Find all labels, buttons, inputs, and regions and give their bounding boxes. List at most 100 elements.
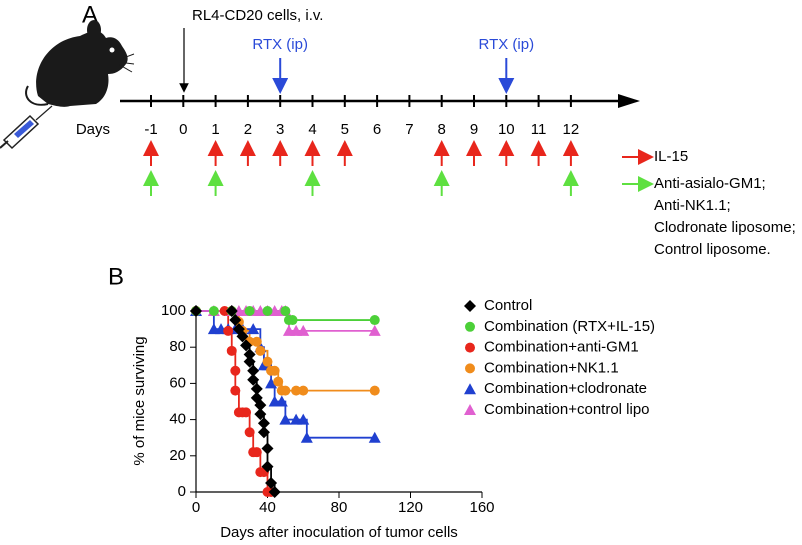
legend-label: Combination+clodronate — [484, 380, 647, 397]
survival-point — [273, 376, 284, 387]
survival-point — [225, 305, 238, 317]
legend-marker — [464, 300, 476, 312]
y-axis-label: % of mice surviving — [131, 336, 148, 465]
x-tick-label: 120 — [398, 499, 423, 516]
y-tick-label: 80 — [169, 338, 186, 355]
survival-point — [268, 486, 281, 498]
legend-label: Control — [484, 297, 532, 314]
survival-point — [244, 427, 255, 438]
survival-point — [190, 305, 202, 317]
survival-point — [243, 355, 256, 368]
survival-point — [251, 336, 262, 347]
survival-point — [257, 417, 270, 430]
survival-point — [262, 306, 273, 316]
survival-point — [243, 348, 256, 361]
day-label: 9 — [470, 121, 478, 138]
day-label: 7 — [405, 121, 413, 138]
survival-point — [297, 324, 310, 336]
survival-point — [254, 399, 267, 412]
legend-marker — [464, 383, 476, 395]
survival-point — [223, 325, 234, 336]
x-tick-label: 40 — [259, 499, 276, 516]
survival-point — [236, 330, 249, 343]
legend-marker — [464, 404, 476, 415]
day-label: 10 — [498, 121, 515, 138]
survival-point — [230, 365, 241, 376]
day-label: 12 — [563, 121, 580, 138]
survival-point — [261, 442, 274, 455]
legend-marker — [465, 321, 475, 332]
survival-point — [265, 377, 278, 389]
survival-point — [247, 373, 260, 386]
survival-point — [269, 365, 280, 376]
day-label: 4 — [308, 121, 316, 138]
y-tick-label: 20 — [169, 447, 186, 464]
survival-point — [368, 324, 381, 336]
depletion-label: Control liposome. — [654, 241, 771, 258]
survival-point — [254, 408, 267, 421]
survival-point — [226, 345, 237, 356]
y-tick-label: 0 — [178, 483, 186, 500]
depletion-label: Anti-asialo-GM1; — [654, 175, 766, 192]
survival-point — [255, 345, 266, 356]
day-label: 5 — [341, 121, 349, 138]
survival-point — [368, 431, 381, 443]
legend-label: Combination (RTX+IL-15) — [484, 318, 655, 335]
panel-label: B — [108, 263, 124, 290]
survival-point — [247, 364, 260, 377]
survival-point — [287, 315, 298, 326]
survival-point — [257, 426, 270, 439]
legend-label: Combination+anti-GM1 — [484, 339, 639, 356]
survival-point — [250, 382, 263, 395]
depletion-label: Anti-NK1.1; — [654, 197, 731, 214]
survival-point — [241, 407, 252, 418]
y-tick-label: 60 — [169, 374, 186, 391]
survival-point — [298, 385, 309, 396]
mouse-icon — [25, 20, 135, 107]
survival-point — [275, 395, 288, 407]
survival-point — [230, 385, 241, 396]
survival-point — [244, 306, 255, 316]
survival-point — [261, 460, 274, 473]
survival-point — [265, 476, 278, 489]
legend-marker — [465, 342, 475, 353]
survival-point — [251, 447, 262, 458]
y-tick-label: 40 — [169, 411, 186, 428]
legend-marker — [465, 363, 475, 374]
survival-point — [229, 314, 242, 327]
survival-point — [247, 323, 260, 335]
survival-point — [280, 306, 291, 316]
day-label: 6 — [373, 121, 381, 138]
survival-point — [219, 306, 230, 316]
x-tick-label: 80 — [331, 499, 348, 516]
day-label: 8 — [438, 121, 446, 138]
rtx-label: RTX (ip) — [479, 36, 535, 53]
timeline-head — [618, 94, 640, 108]
day-label: 1 — [211, 121, 219, 138]
day-label: 0 — [179, 121, 187, 138]
il15-label: IL-15 — [654, 148, 688, 165]
day-label: 2 — [244, 121, 252, 138]
legend-label: Combination+NK1.1 — [484, 359, 619, 376]
day-label: 11 — [531, 121, 547, 138]
y-tick-label: 100 — [161, 302, 186, 319]
x-axis-label: Days after inoculation of tumor cells — [220, 524, 458, 541]
survival-point — [369, 315, 380, 326]
survival-point — [279, 413, 292, 425]
survival-point — [297, 413, 310, 425]
survival-point — [280, 385, 291, 396]
day-label: 3 — [276, 121, 284, 138]
legend-label: Combination+control lipo — [484, 401, 650, 418]
survival-point — [240, 339, 253, 352]
survival-point — [300, 431, 313, 443]
survival-point — [369, 385, 380, 396]
x-tick-label: 160 — [469, 499, 494, 516]
syringe-icon — [0, 105, 53, 150]
injection-label: RL4-CD20 cells, i.v. — [192, 7, 323, 24]
x-tick-label: 0 — [192, 499, 200, 516]
survival-point — [291, 385, 302, 396]
survival-point — [262, 356, 273, 367]
depletion-label: Clodronate liposome; — [654, 219, 796, 236]
days-label: Days — [76, 121, 110, 138]
